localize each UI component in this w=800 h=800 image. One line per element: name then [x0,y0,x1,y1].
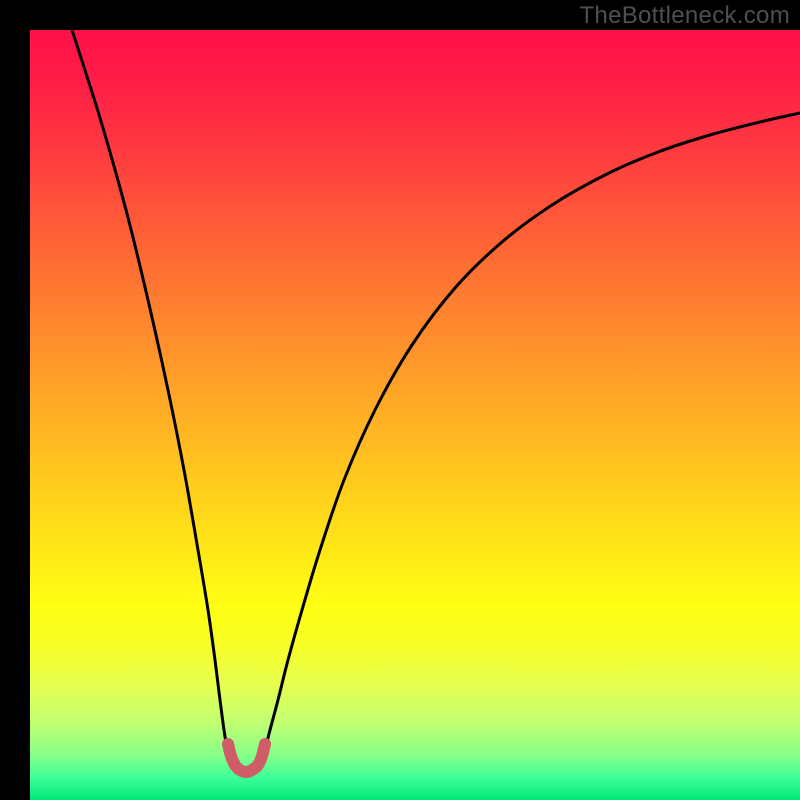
right-curve [262,113,800,763]
left-curve [72,30,230,763]
watermark-text: TheBottleneck.com [579,2,790,30]
chart-curves-svg [30,30,800,800]
trough-marker [228,744,265,772]
chart-plot-area [30,30,800,800]
